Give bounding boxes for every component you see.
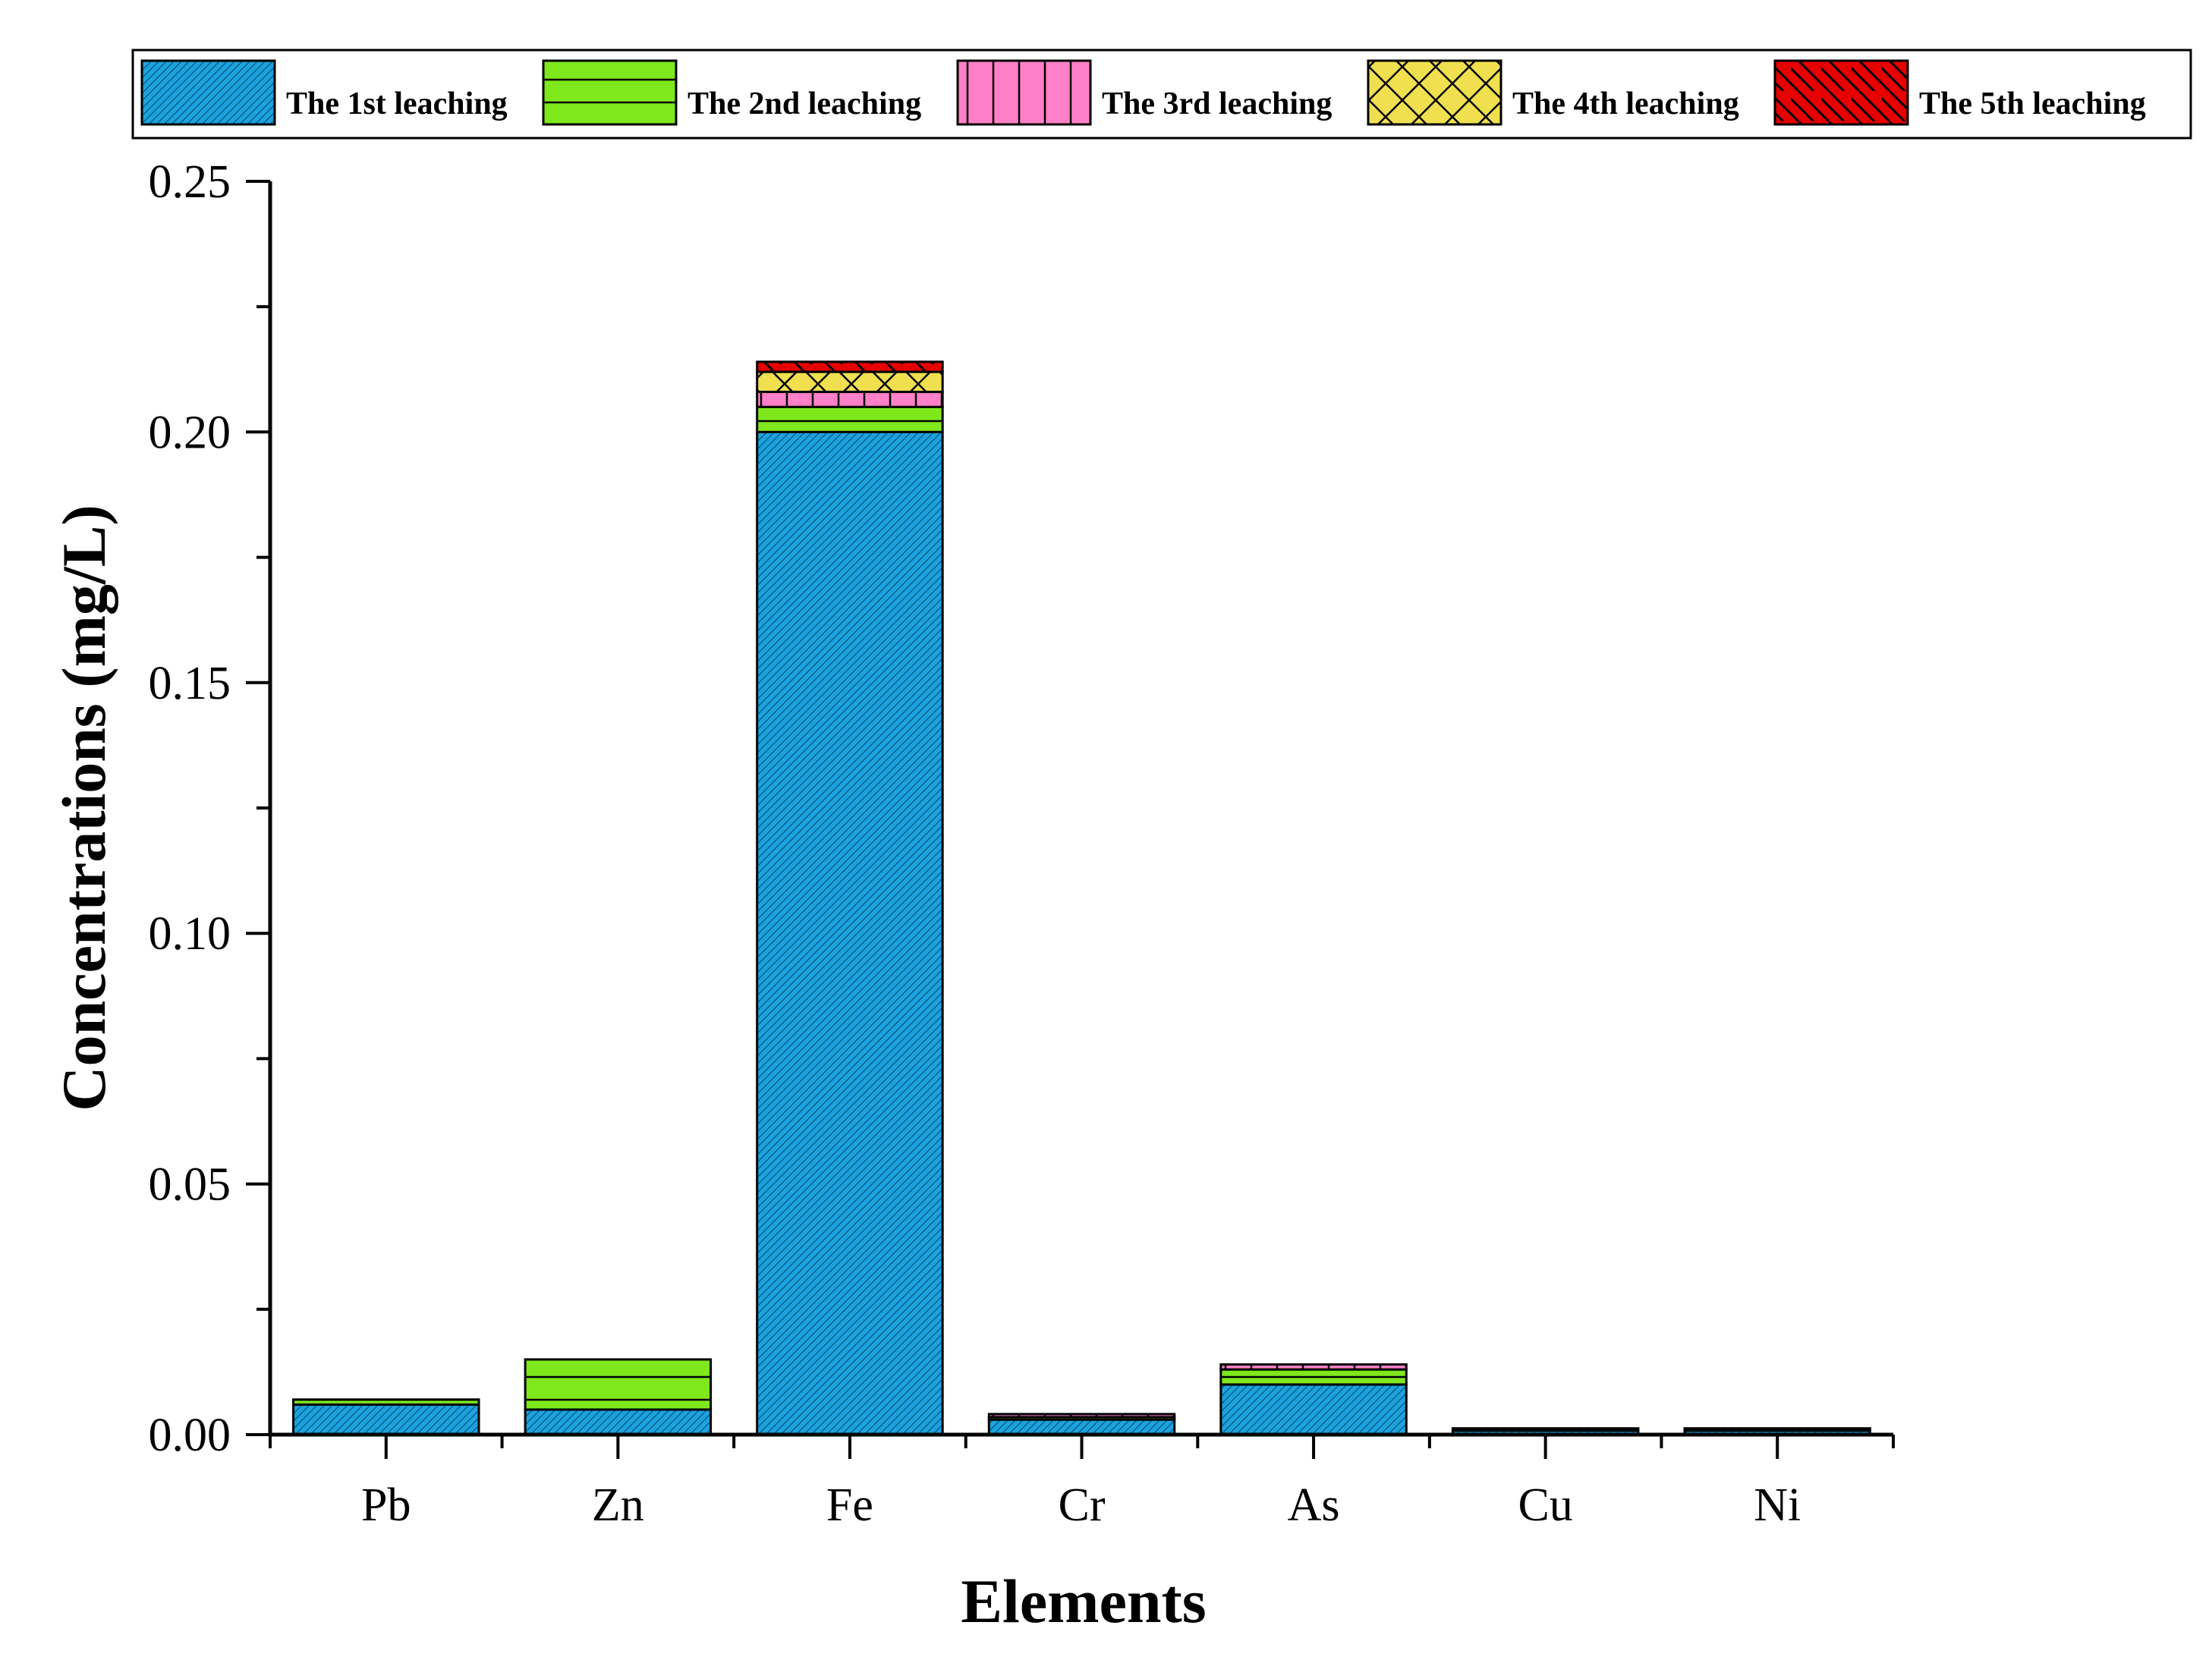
x-tick-label-ni: Ni [1754, 1479, 1801, 1531]
y-tick-label: 0.20 [149, 407, 231, 458]
legend-item-the-1st-leaching: The 1st leaching [140, 59, 508, 126]
bar-fe-the-3rd-leaching [756, 391, 944, 408]
y-axis-title: Concentrations (mg/L) [49, 505, 118, 1111]
x-tick-label-cr: Cr [1059, 1479, 1106, 1531]
bar-pattern [1451, 1427, 1640, 1432]
bar-as-the-3rd-leaching [1219, 1363, 1408, 1371]
bar-pb-the-1st-leaching [292, 1403, 480, 1436]
legend-item-the-3rd-leaching: The 3rd leaching [956, 59, 1332, 126]
x-tick-label-cu: Cu [1518, 1479, 1572, 1531]
bar-pattern [1219, 1383, 1408, 1436]
bar-pattern [756, 360, 944, 373]
bar-fe-the-2nd-leaching [756, 405, 944, 433]
legend-swatch [956, 59, 1092, 126]
bar-pattern [1219, 1363, 1408, 1371]
x-tick-label-fe: Fe [826, 1479, 873, 1531]
bar-pattern [987, 1418, 1176, 1436]
x-tick-label-as: As [1288, 1479, 1340, 1531]
y-tick-label: 0.10 [149, 908, 231, 960]
bar-fe-the-4th-leaching [756, 370, 944, 394]
bar-as-the-2nd-leaching [1219, 1368, 1408, 1386]
axes: 0.00 0.05 0.10 0.15 0.20 0.25 Pb Zn Fe Cr As Cu Ni [149, 156, 1895, 1531]
bar-pattern [1219, 1368, 1408, 1386]
legend-swatch [1367, 59, 1502, 126]
bar-pattern [524, 1358, 713, 1411]
bars [292, 360, 1871, 1436]
legend-swatch [542, 59, 678, 126]
y-tick-label: 0.25 [149, 156, 231, 208]
legend-swatch [1773, 59, 1909, 126]
bar-as-the-1st-leaching [1219, 1383, 1408, 1436]
y-tick-label: 0.15 [149, 658, 231, 709]
bar-pattern [756, 370, 944, 394]
bar-ni-the-2nd-leaching [1683, 1427, 1871, 1432]
y-tick-label: 0.00 [149, 1410, 231, 1461]
legend-label: The 4th leaching [1512, 86, 1739, 121]
bar-pattern [292, 1398, 480, 1406]
bar-pattern [756, 405, 944, 433]
legend-label: The 2nd leaching [688, 86, 921, 121]
x-axis-title: Elements [961, 1567, 1206, 1636]
bar-pattern [987, 1413, 1176, 1419]
bar-cr-the-1st-leaching [987, 1418, 1176, 1436]
legend-item-the-4th-leaching: The 4th leaching [1367, 59, 1739, 126]
x-tick-label-zn: Zn [592, 1479, 644, 1531]
x-tick-label-pb: Pb [361, 1479, 411, 1531]
bar-pattern [292, 1403, 480, 1436]
y-tick-label: 0.05 [149, 1159, 231, 1211]
bar-cr-the-3rd-leaching [987, 1413, 1176, 1419]
bar-fe-the-5th-leaching [756, 360, 944, 373]
bar-pattern [524, 1408, 713, 1436]
bar-pattern [1683, 1427, 1871, 1432]
bar-zn-the-1st-leaching [524, 1408, 713, 1436]
legend-item-the-5th-leaching: The 5th leaching [1773, 59, 2146, 126]
bar-pb-the-2nd-leaching [292, 1398, 480, 1406]
bar-pattern [756, 430, 944, 1436]
legend-label: The 5th leaching [1919, 86, 2146, 121]
bar-pattern [756, 391, 944, 408]
bar-cu-the-2nd-leaching [1451, 1427, 1640, 1432]
legend-item-the-2nd-leaching: The 2nd leaching [542, 59, 921, 126]
legend-label: The 1st leaching [286, 86, 508, 121]
legend-swatch [140, 59, 276, 126]
legend-label: The 3rd leaching [1102, 86, 1332, 121]
bar-fe-the-1st-leaching [756, 430, 944, 1436]
bar-zn-the-2nd-leaching [524, 1358, 713, 1411]
legend: The 1st leaching The 2nd leaching The 3rd … [131, 49, 2192, 140]
